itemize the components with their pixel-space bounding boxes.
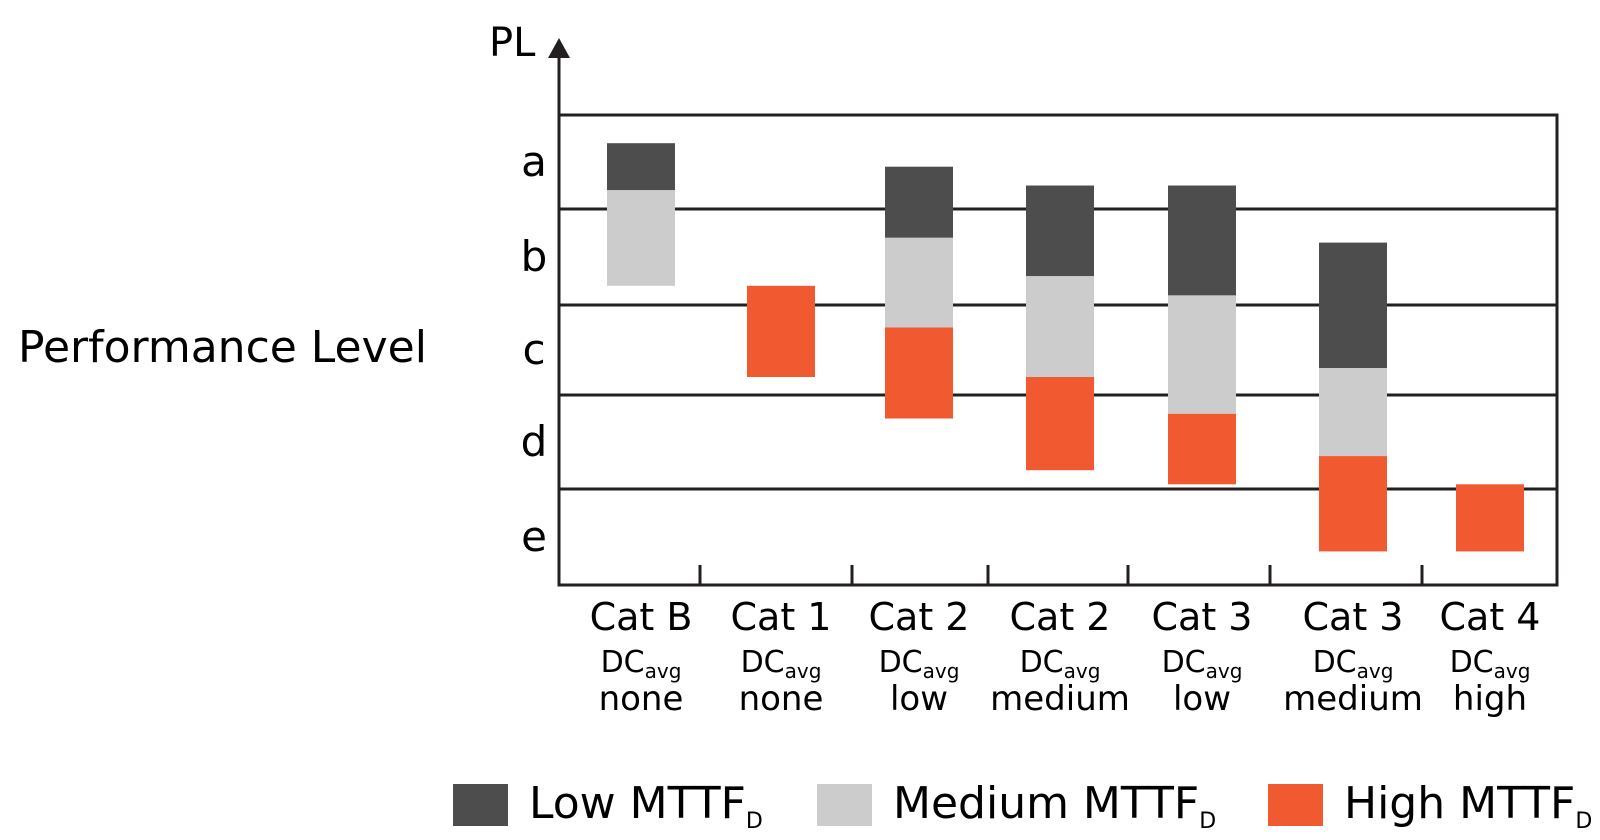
plot-frame	[557, 113, 1559, 587]
bar-high-mttf	[885, 327, 953, 419]
level-label-d: d	[521, 417, 548, 466]
legend-label-low: Low MTTFD	[529, 778, 763, 834]
level-label-a: a	[521, 137, 547, 186]
category-label: Cat B	[590, 595, 693, 639]
y-axis-label: PL	[489, 20, 536, 66]
dc-label: DCavg	[1313, 645, 1394, 683]
bar-medium-mttf	[1168, 295, 1236, 414]
y-axis-arrow	[548, 38, 570, 58]
bar-low-mttf	[885, 166, 953, 238]
dc-level-label: none	[599, 679, 684, 719]
bar-low-mttf	[607, 143, 675, 191]
bar-low-mttf	[1319, 242, 1387, 368]
bar-medium-mttf	[1026, 276, 1094, 377]
dc-level-label: medium	[990, 679, 1130, 719]
category-label: Cat 2	[869, 595, 970, 639]
dc-label: DCavg	[601, 645, 682, 683]
bar-high-mttf	[1319, 456, 1387, 552]
level-label-b: b	[521, 232, 548, 281]
category-label: Cat 1	[731, 595, 832, 639]
bar-low-mttf	[1168, 185, 1236, 296]
dc-label: DCavg	[1450, 645, 1531, 683]
legend: Low MTTFD Medium MTTFD High MTTFD	[453, 778, 1592, 834]
level-label-c: c	[522, 325, 545, 374]
bar-medium-mttf	[607, 190, 675, 286]
dc-label: DCavg	[1162, 645, 1243, 683]
dc-label: DCavg	[1020, 645, 1101, 683]
dc-level-label: medium	[1283, 679, 1423, 719]
dc-level-label: low	[890, 679, 948, 719]
legend-swatch-low	[453, 784, 508, 826]
category-label: Cat 3	[1152, 595, 1253, 639]
dc-level-label: low	[1173, 679, 1231, 719]
category-label: Cat 3	[1303, 595, 1404, 639]
dc-level-label: none	[739, 679, 824, 719]
bar-high-mttf	[1026, 377, 1094, 471]
legend-swatch-high	[1268, 784, 1323, 826]
legend-swatch-medium	[817, 784, 872, 826]
level-label-e: e	[521, 512, 547, 561]
y-axis-title: Performance Level	[18, 322, 427, 373]
bar-low-mttf	[1026, 185, 1094, 277]
bar-high-mttf	[1168, 413, 1236, 485]
dc-level-label: high	[1453, 679, 1527, 719]
dc-label: DCavg	[741, 645, 822, 683]
x-ticks	[698, 565, 1424, 585]
bars-group	[607, 143, 1524, 552]
bar-medium-mttf	[1319, 368, 1387, 457]
dc-label: DCavg	[879, 645, 960, 683]
category-label: Cat 2	[1010, 595, 1111, 639]
legend-label-high: High MTTFD	[1344, 778, 1592, 834]
legend-label-medium: Medium MTTFD	[893, 778, 1216, 834]
bar-high-mttf	[1456, 484, 1524, 552]
bar-medium-mttf	[885, 237, 953, 328]
category-label: Cat 4	[1440, 595, 1541, 639]
bar-high-mttf	[747, 285, 815, 377]
